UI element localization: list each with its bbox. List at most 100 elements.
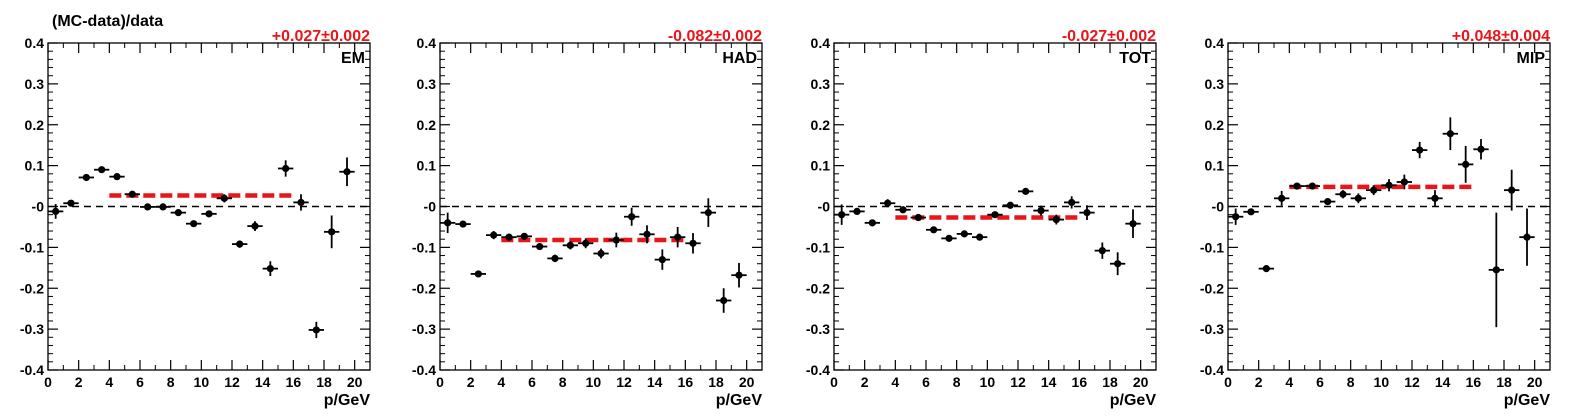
data-point — [1129, 220, 1137, 228]
data-point — [1416, 146, 1424, 154]
data-point — [266, 265, 274, 273]
data-point — [282, 164, 290, 173]
x-tick-label: 10 — [980, 374, 996, 390]
data-point — [566, 241, 574, 249]
y-tick-label: 0.2 — [417, 117, 437, 133]
data-point — [884, 199, 892, 207]
data-point — [838, 211, 846, 219]
data-point — [505, 233, 513, 241]
data-point — [899, 206, 907, 214]
data-point — [1098, 247, 1106, 255]
data-point — [1052, 215, 1060, 224]
y-tick-label: -0.4 — [806, 362, 830, 378]
data-point — [343, 168, 351, 176]
x-tick-label: 16 — [286, 374, 302, 390]
y-tick-label: 0.4 — [25, 35, 45, 51]
data-point — [490, 231, 498, 239]
data-point — [1262, 265, 1270, 273]
y-tick-label: 0.2 — [811, 117, 831, 133]
data-point — [459, 220, 467, 228]
data-point — [52, 207, 60, 216]
y-tick-label: -0.3 — [806, 321, 830, 337]
data-point — [643, 230, 651, 238]
y-tick-label: -0.1 — [806, 239, 830, 255]
x-axis-label: p/GeV — [1110, 392, 1157, 409]
data-point — [689, 239, 697, 247]
y-tick-label: 0.3 — [25, 76, 45, 92]
x-tick-label: 4 — [1285, 374, 1293, 390]
data-point — [597, 249, 605, 258]
data-point — [674, 233, 682, 241]
x-tick-label: 8 — [167, 374, 175, 390]
x-tick-label: 8 — [1347, 374, 1355, 390]
y-tick-label: 0.1 — [1205, 158, 1225, 174]
x-tick-label: 2 — [75, 374, 83, 390]
x-tick-label: 6 — [528, 374, 536, 390]
data-point — [1508, 186, 1516, 194]
y-tick-label: -0.3 — [20, 321, 44, 337]
data-point — [1083, 209, 1091, 217]
data-point — [704, 209, 712, 217]
x-tick-label: 0 — [1224, 374, 1232, 390]
data-point — [297, 198, 305, 207]
data-point — [1293, 182, 1301, 190]
data-point — [658, 256, 666, 264]
x-tick-label: 20 — [1133, 374, 1149, 390]
y-tick-label: -0.3 — [1200, 321, 1224, 337]
y-tick-label: 0.2 — [25, 117, 45, 133]
x-tick-label: 18 — [1102, 374, 1118, 390]
x-tick-label: 20 — [347, 374, 363, 390]
data-point — [1431, 194, 1439, 202]
x-tick-label: 18 — [316, 374, 332, 390]
data-point — [735, 271, 743, 279]
data-point — [1446, 130, 1454, 138]
fit-result: +0.048±0.004 — [1452, 28, 1550, 45]
panel-em: -0.4 -0.3 -0.2 -0.1 -0 0.1 0.2 0.3 0.4 0 2 4 6 8 10 12 1… — [20, 28, 371, 409]
data-point — [1022, 187, 1030, 195]
x-tick-label: 4 — [497, 374, 505, 390]
data-point — [144, 203, 152, 211]
data-point — [1308, 182, 1316, 190]
y-tick-label: -0 — [424, 199, 437, 215]
x-tick-label: 4 — [105, 374, 113, 390]
x-tick-label: 8 — [953, 374, 961, 390]
data-point — [1037, 206, 1045, 215]
y-tick-label: -0.1 — [412, 239, 436, 255]
data-point — [1370, 186, 1378, 194]
data-point — [98, 166, 106, 174]
panel-label: TOT — [1119, 50, 1151, 67]
x-tick-label: 12 — [224, 374, 240, 390]
x-tick-label: 20 — [1527, 374, 1543, 390]
data-point — [1114, 260, 1122, 268]
data-point — [220, 194, 228, 202]
y-tick-label: 0.1 — [811, 158, 831, 174]
y-tick-label: -0 — [1212, 199, 1225, 215]
x-axis-label: p/GeV — [716, 392, 763, 409]
y-tick-label: 0.4 — [811, 35, 831, 51]
y-tick-label: 0.2 — [1205, 117, 1225, 133]
data-point — [1523, 233, 1531, 241]
y-tick-label: -0.3 — [412, 321, 436, 337]
data-point — [82, 173, 90, 182]
y-tick-label: 0.1 — [25, 158, 45, 174]
x-axis-label: p/GeV — [324, 392, 371, 409]
data-point — [720, 296, 728, 305]
panel-label: EM — [341, 50, 365, 67]
panel-had: -0.4 -0.3 -0.2 -0.1 -0 0.1 0.2 0.3 0.4 0 2 4 6 8 10 12 1… — [412, 28, 763, 409]
x-tick-label: 6 — [136, 374, 144, 390]
data-point — [474, 270, 482, 278]
y-tick-label: -0.2 — [412, 280, 436, 296]
x-tick-label: 12 — [616, 374, 632, 390]
y-tick-label: -0.1 — [20, 239, 44, 255]
panel-label: HAD — [722, 50, 757, 67]
x-tick-label: 14 — [1435, 374, 1451, 390]
data-point — [1324, 197, 1332, 206]
data-point — [991, 211, 999, 219]
x-tick-label: 6 — [922, 374, 930, 390]
panel-mip: -0.4 -0.3 -0.2 -0.1 -0 0.1 0.2 0.3 0.4 0 2 4 6 8 10 12 1… — [1200, 28, 1551, 409]
data-point — [930, 226, 938, 234]
data-point — [205, 210, 213, 218]
fit-result: -0.082±0.002 — [668, 28, 762, 45]
data-point — [312, 326, 320, 334]
